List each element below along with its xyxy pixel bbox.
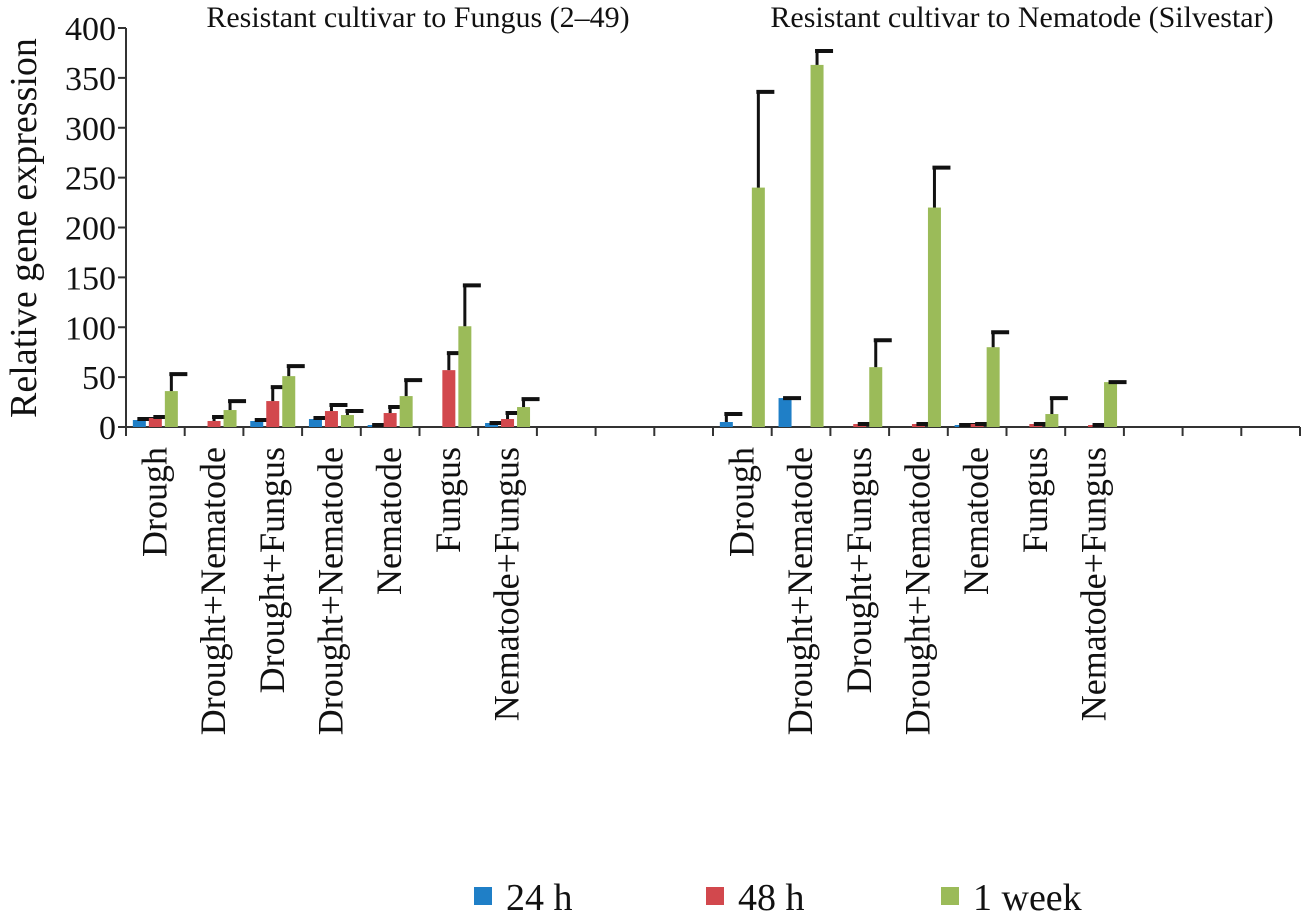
x-category-label: Drought+Nematode xyxy=(310,447,350,735)
x-category-label: Nematode xyxy=(956,447,996,595)
bar xyxy=(132,420,146,427)
bar xyxy=(458,326,472,427)
y-tick-label: 300 xyxy=(65,111,116,148)
x-category-label: Drought+Nematode xyxy=(193,447,233,735)
bar xyxy=(442,370,456,427)
bar xyxy=(517,407,531,427)
bar xyxy=(719,422,733,427)
labels: Relative gene expression Resistant cultiv… xyxy=(3,1,1274,735)
bar xyxy=(986,347,1000,427)
legend-label: 48 h xyxy=(738,877,805,919)
bar xyxy=(501,419,515,427)
bar xyxy=(399,396,413,427)
bar xyxy=(148,418,162,427)
bar xyxy=(927,207,941,427)
legend-swatch xyxy=(941,887,959,905)
bar xyxy=(282,376,296,427)
bar xyxy=(869,367,883,427)
x-category-label: Fungus xyxy=(1015,447,1055,553)
x-category-label: Nematode+Fungus xyxy=(487,447,527,721)
legend: 24 h 48 h 1 week xyxy=(474,877,1082,919)
bar xyxy=(324,411,338,427)
x-category-label: Drough xyxy=(721,447,761,557)
bar xyxy=(1045,414,1059,427)
x-category-label: Drought+Nematode xyxy=(780,447,820,735)
y-axis-title: Relative gene expression xyxy=(3,38,45,418)
bar xyxy=(383,413,397,427)
y-tick-label: 250 xyxy=(65,161,116,198)
y-tick-label: 350 xyxy=(65,61,116,98)
bar xyxy=(751,187,765,427)
x-category-label: Drought+Fungus xyxy=(839,447,879,693)
x-category-label: Nematode+Fungus xyxy=(1074,447,1114,721)
bar xyxy=(250,421,264,427)
bar xyxy=(778,398,792,427)
legend-swatch xyxy=(474,887,492,905)
x-category-label: Drought+Fungus xyxy=(252,447,292,693)
bar xyxy=(266,401,280,427)
bar xyxy=(164,391,178,427)
y-tick-label: 100 xyxy=(65,310,116,347)
bars xyxy=(132,48,1127,428)
x-category-label: Fungus xyxy=(428,447,468,553)
y-tick-label: 200 xyxy=(65,211,116,248)
bar xyxy=(810,64,824,427)
legend-label: 1 week xyxy=(973,877,1082,919)
y-tick-label: 150 xyxy=(65,260,116,297)
x-category-label: Nematode xyxy=(369,447,409,595)
y-tick-label: 0 xyxy=(99,410,116,447)
bar xyxy=(340,415,354,427)
y-tick-label: 400 xyxy=(65,11,116,48)
bar xyxy=(223,410,237,427)
y-tick-label: 50 xyxy=(82,360,116,397)
bar xyxy=(1104,382,1118,427)
legend-label: 24 h xyxy=(506,877,573,919)
axes: 0 50 100 150 200 250 300 350 400 xyxy=(65,11,1301,447)
group-title: Resistant cultivar to Nematode (Silvesta… xyxy=(770,1,1273,34)
x-category-label: Drought+Nematode xyxy=(897,447,937,735)
group-title: Resistant cultivar to Fungus (2–49) xyxy=(206,1,629,34)
legend-swatch xyxy=(706,887,724,905)
x-category-label: Drough xyxy=(134,447,174,557)
bar xyxy=(207,421,221,427)
bar xyxy=(308,419,322,427)
